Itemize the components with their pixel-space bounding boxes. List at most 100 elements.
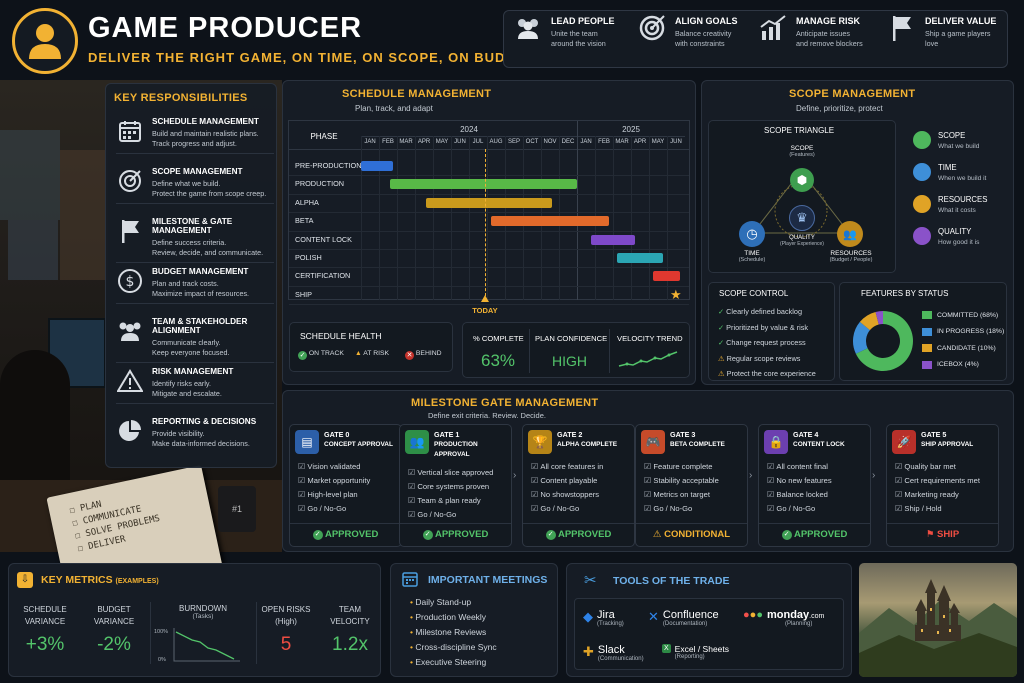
- gantt-gridline: [451, 136, 452, 300]
- ship-star-icon: ★: [670, 286, 682, 302]
- gate-status: ✓ APPROVED: [400, 523, 511, 540]
- gate-card[interactable]: 🔒 GATE 4 CONTENT LOCK All content finalNo n…: [758, 424, 871, 547]
- gate-criteria-item: Balance locked: [767, 488, 870, 502]
- burndown-subtitle: (Tasks): [192, 613, 214, 620]
- gate-card[interactable]: ▤ GATE 0 CONCEPT APPROVAL Vision validatedM…: [289, 424, 402, 547]
- resp-desc: Provide visibility.: [152, 429, 205, 438]
- phase-bar: [490, 216, 610, 227]
- gantt-gridline: [397, 136, 398, 300]
- gate-arrow-icon: ›: [513, 470, 517, 481]
- gate-number: GATE 2: [557, 430, 583, 439]
- legend-swatch: [922, 327, 932, 336]
- gate-name: BETA COMPLETE: [670, 441, 725, 448]
- metric-team-velocity: TEAM VELOCITY 1.2x: [330, 605, 370, 655]
- gantt-row-line: [289, 230, 689, 232]
- schedule-subtitle: Plan, track, and adapt: [355, 104, 433, 113]
- tool-monday: ●●● monday.com (Planning): [743, 609, 825, 627]
- rocket-icon: 🚀: [892, 430, 916, 454]
- gate-card[interactable]: 🏆 GATE 2 ALPHA COMPLETE All core features i…: [522, 424, 635, 547]
- gate-criteria-item: Go / No-Go: [767, 502, 870, 516]
- burndown-bottom: 0%: [158, 657, 166, 663]
- legend-swatch: [922, 344, 932, 352]
- resp-budget: $ BUDGET MANAGEMENT Plan and track costs.…: [116, 267, 274, 304]
- schedule-health-title: SCHEDULE HEALTH: [300, 331, 382, 341]
- gate-name: ALPHA COMPLETE: [557, 441, 618, 448]
- people-icon: [513, 13, 543, 43]
- at-risk-status: ▲ AT RISK: [355, 350, 390, 357]
- mug: #1: [218, 486, 256, 532]
- check-circle-icon: ✓: [545, 530, 556, 540]
- time-node-icon: ◷: [739, 221, 765, 247]
- check-icon: ✓: [718, 322, 727, 332]
- month-label: FEB: [598, 139, 610, 145]
- features-donut: [853, 311, 913, 371]
- donut-legend-item: CANDIDATE (10%): [922, 344, 996, 352]
- calendar-icon: [116, 117, 144, 145]
- gantt-chart: PHASE 2024 2025 JAN FEB MAR APR MAY JUN JUL AUG…: [288, 120, 690, 306]
- gate-criteria-item: No new features: [767, 474, 870, 488]
- meetings-list: Daily Stand-up Production Weekly Milesto…: [410, 595, 496, 670]
- check-icon: ✓: [718, 307, 727, 316]
- legend-swatch: [922, 311, 932, 319]
- resources-node-icon: 👥: [837, 221, 863, 247]
- gate-criteria-item: Feature complete: [644, 460, 747, 474]
- time-node-label: TIME (Schedule): [738, 250, 766, 263]
- resp-desc: Plan and track costs.: [152, 279, 219, 288]
- month-label: JUN: [670, 139, 682, 145]
- responsibilities-title: KEY RESPONSIBILITIES: [114, 92, 248, 104]
- phase-label: PRODUCTION: [295, 179, 345, 189]
- burndown-widget: BURNDOWN (Tasks) 100% 0%: [154, 604, 252, 666]
- schedule-kpis: % COMPLETE 63% PLAN CONFIDENCE HIGH VELO…: [462, 322, 690, 378]
- pie-icon: [116, 417, 144, 445]
- scope-triangle-title: SCOPE TRIANGLE: [764, 126, 835, 135]
- scope-legend-quality: QUALITY How good it is: [913, 227, 979, 246]
- tool-slack: ✚ Slack (Communication): [583, 644, 644, 662]
- kpi-complete-label: % COMPLETE: [473, 334, 524, 343]
- resp-scope: SCOPE MANAGEMENT Define what we build. Pro…: [116, 167, 274, 204]
- jira-icon: ◆: [583, 609, 593, 624]
- month-label: APR: [417, 139, 431, 145]
- page-title: GAME PRODUCER: [88, 12, 363, 44]
- burndown-chart: [173, 628, 240, 662]
- gantt-gridline: [469, 136, 470, 300]
- month-label: JUL: [472, 139, 484, 145]
- gate-card[interactable]: 🎮 GATE 3 BETA COMPLETE Feature completeStab…: [635, 424, 748, 547]
- legend-swatch: [922, 360, 932, 369]
- phase-header: PHASE: [310, 132, 338, 141]
- gate-name: CONTENT LOCK: [793, 441, 845, 448]
- gate-card[interactable]: 👥 GATE 1 PRODUCTION APPROVAL Vertical slice…: [399, 424, 512, 547]
- team-icon: [116, 317, 144, 345]
- avatar-icon: [12, 8, 78, 74]
- lock-icon: 🔒: [764, 430, 788, 454]
- metric-budget-variance: BUDGET VARIANCE -2%: [93, 605, 135, 655]
- gantt-gridline: [415, 136, 416, 300]
- resp-desc: Make data-informed decisions.: [152, 439, 250, 448]
- resp-title: SCOPE MANAGEMENT: [152, 167, 243, 176]
- month-label: APR: [633, 139, 647, 145]
- donut-legend-item: IN PROGRESS (18%): [922, 327, 1004, 336]
- gate-status: ⚠ CONDITIONAL: [636, 523, 747, 540]
- pillar-deliver-value: DELIVER VALUE Ship a game players love: [887, 13, 996, 49]
- donut-slice: [859, 311, 879, 331]
- gate-criteria-item: Go / No-Go: [644, 502, 747, 516]
- resp-desc: Build and maintain realistic plans.: [152, 129, 259, 138]
- gate-criteria-item: Ship / Hold: [895, 502, 998, 516]
- gate-card[interactable]: 🚀 GATE 5 SHIP APPROVAL Quality bar metCert …: [886, 424, 999, 547]
- donut-slice: [853, 321, 870, 354]
- flag-icon: ⚑: [925, 529, 935, 540]
- target-icon: [637, 13, 667, 43]
- month-label: MAR: [399, 139, 413, 145]
- tools-title: TOOLS OF THE TRADE: [613, 575, 730, 587]
- svg-text:$: $: [126, 274, 135, 290]
- gantt-row-line: [289, 285, 689, 287]
- pillar-title: LEAD PEOPLE: [551, 16, 615, 26]
- gate-criteria-item: Core systems proven: [408, 480, 511, 494]
- gate-criteria-item: Stability acceptable: [644, 474, 747, 488]
- tool-jira: ◆ Jira (Tracking): [583, 609, 624, 627]
- gantt-gridline: [667, 136, 668, 300]
- pillar-desc: around the vision: [551, 39, 606, 48]
- gate-status: ✓ APPROVED: [290, 523, 401, 540]
- pillar-desc: Unite the team: [551, 29, 598, 38]
- gate-status: ✓ APPROVED: [523, 523, 634, 540]
- gate-number: GATE 3: [670, 430, 696, 439]
